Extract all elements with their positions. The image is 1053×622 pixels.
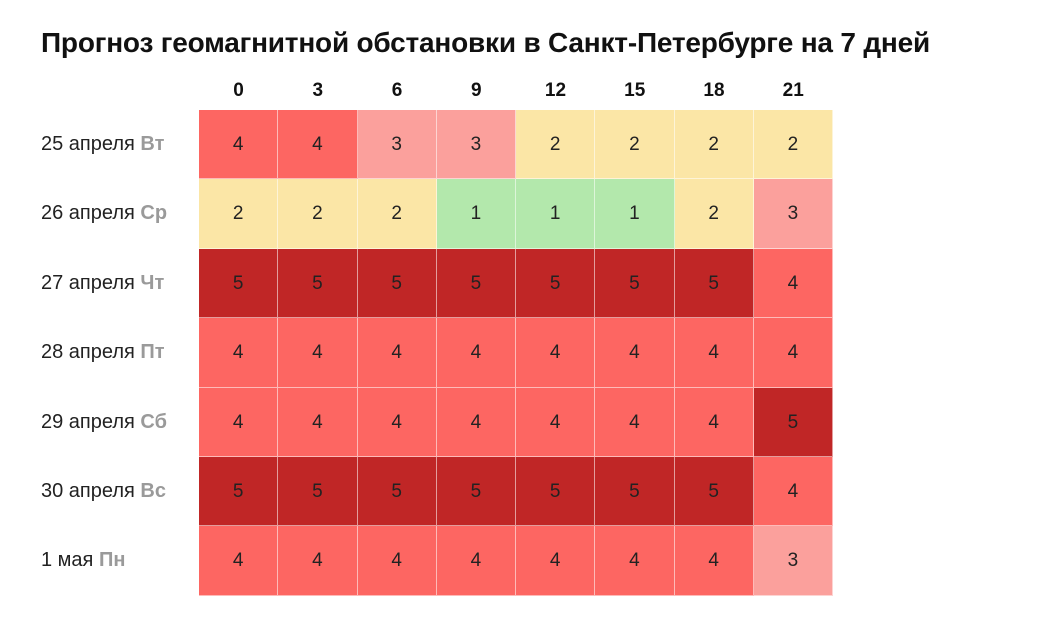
column-headers: 0 3 6 9 12 15 18 21 [199,80,833,106]
row-date: 1 мая [41,549,94,572]
column-header: 18 [703,80,725,101]
row-weekday: Пн [98,549,126,572]
heatmap-cell: 4 [278,110,358,180]
heatmap-cell: 4 [436,387,516,457]
heatmap-cell: 5 [516,457,596,527]
row-label: 30 апреля Вс [41,457,166,526]
heatmap-cell: 4 [357,387,437,457]
heatmap-cell: 4 [357,318,437,388]
heatmap-cell: 5 [199,248,279,319]
heatmap-cell: 4 [753,457,833,527]
heatmap-cell: 1 [516,179,596,249]
row-weekday: Сб [140,410,167,433]
row-label: 28 апреля Пт [41,318,165,387]
heatmap-cell: 3 [753,526,833,596]
column-header: 3 [312,80,324,101]
column-header: 0 [233,80,244,101]
heatmap-cell: 5 [595,248,675,319]
heatmap-cell: 5 [357,457,437,527]
heatmap-cell: 5 [595,457,675,527]
heatmap-cell: 5 [199,457,279,527]
heatmap-cell: 1 [595,179,675,249]
heatmap-cell: 3 [753,179,833,249]
column-header: 21 [782,80,804,101]
heatmap-cell: 5 [436,248,516,319]
heatmap-cell: 4 [674,318,754,388]
row-date: 28 апреля [41,341,135,364]
heatmap-cell: 5 [357,248,437,319]
row-date: 30 апреля [41,480,135,502]
heatmap-cell: 4 [674,387,754,457]
column-header: 12 [544,80,567,101]
heatmap-cell: 5 [674,457,754,527]
heatmap-cell: 4 [199,387,279,457]
heatmap-cell: 5 [674,248,754,319]
heatmap-cell: 4 [595,387,675,457]
heatmap-cell: 4 [278,387,358,457]
heatmap-cell: 4 [199,318,279,388]
row-weekday: Вт [140,133,165,155]
row-date: 26 апреля [41,202,135,225]
heatmap-cell: 2 [357,179,437,249]
heatmap-cell: 4 [753,248,833,319]
heatmap-cell: 3 [436,110,516,180]
heatmap-cell: 4 [674,526,754,596]
row-weekday: Ср [140,202,168,225]
heatmap-cell: 4 [357,526,437,596]
heatmap-cell: 4 [199,526,279,596]
heatmap-cell: 4 [278,526,358,596]
row-label: 25 апреля Вт [41,110,164,179]
heatmap-cell: 4 [436,318,516,388]
heatmap-cell: 4 [516,526,596,596]
row-label: 26 апреля Ср [41,179,167,248]
row-weekday: Пт [140,341,165,364]
heatmap-cell: 2 [674,179,754,249]
chart-title: Прогноз геомагнитной обстановки в Санкт-… [41,27,930,58]
heatmap-cell: 5 [436,457,516,527]
heatmap-cell: 5 [278,457,358,527]
heatmap-cell: 2 [516,110,596,180]
heatmap-cell: 2 [278,179,358,249]
row-label: 29 апреля Сб [41,388,167,457]
row-weekday: Чт [140,271,165,294]
row-date: 29 апреля [41,410,135,433]
heatmap-cell: 4 [199,110,279,180]
heatmap-cell: 3 [357,110,437,180]
heatmap-cell: 5 [753,387,833,457]
row-date: 25 апреля [41,133,135,155]
column-header: 6 [391,80,403,101]
heatmap-cell: 1 [436,179,516,249]
column-header: 15 [624,80,646,101]
heatmap-cell: 2 [595,110,675,180]
row-date: 27 апреля [41,271,135,294]
row-weekday: Вс [140,480,166,502]
heatmap-cell: 4 [516,387,596,457]
row-label: 27 апреля Чт [41,249,164,318]
heatmap-cell: 5 [278,248,358,319]
heatmap-cell: 2 [753,110,833,180]
heatmap-cell: 2 [674,110,754,180]
heatmap-cell: 4 [595,526,675,596]
heatmap-cell: 4 [595,318,675,388]
heatmap-cell: 4 [278,318,358,388]
heatmap-cell: 4 [436,526,516,596]
heatmap-cell: 4 [516,318,596,388]
column-header: 9 [470,80,482,101]
heatmap-cell: 2 [199,179,279,249]
heatmap-cell: 4 [753,318,833,388]
row-label: 1 мая Пн [41,526,125,595]
heatmap-cell: 5 [516,248,596,319]
